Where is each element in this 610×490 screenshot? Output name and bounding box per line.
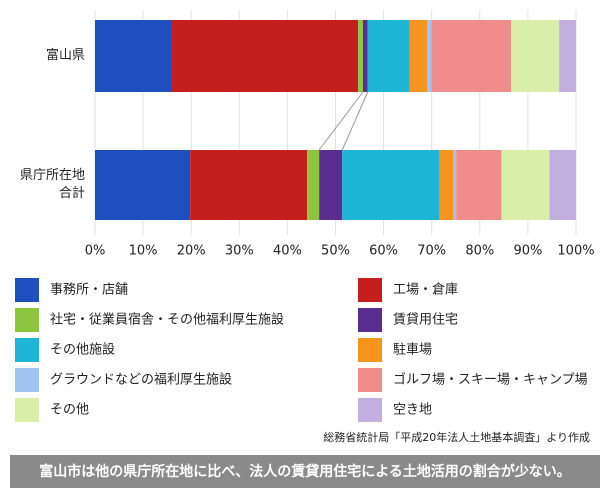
x-tick-label: 90%: [513, 244, 542, 259]
legend-label: グラウンドなどの福利厚生施設: [50, 372, 232, 388]
source-note: 総務省統計局「平成20年法人土地基本調査」より作成: [323, 430, 590, 444]
connector: [318, 91, 364, 151]
legend-label: 工場・倉庫: [393, 283, 458, 298]
x-tick-label: 50%: [321, 244, 350, 259]
bar-segment: [367, 20, 410, 92]
x-tick-label: 0%: [85, 244, 106, 259]
category-label: 県庁所在地 合計: [19, 168, 85, 201]
bar-segment: [431, 20, 512, 92]
bar-segment: [501, 150, 550, 220]
bar-segment: [409, 20, 428, 92]
legend-swatch: [15, 308, 39, 332]
legend-swatch: [358, 398, 382, 422]
x-tick-label: 60%: [369, 244, 398, 259]
legend-swatch: [15, 398, 39, 422]
x-tick-label: 70%: [417, 244, 446, 259]
x-tick-label: 40%: [273, 244, 302, 259]
legend-label: 駐車場: [393, 343, 432, 358]
bar-segment: [342, 150, 440, 220]
bar-segment: [511, 20, 560, 92]
legend-swatch: [15, 338, 39, 362]
bar-segment: [362, 20, 368, 92]
legend-label: 事務所・店舗: [50, 283, 128, 298]
legend-label: その他施設: [50, 342, 115, 358]
legend-swatch: [358, 368, 382, 392]
bar-segment: [358, 20, 363, 92]
bar-segment: [95, 150, 191, 220]
bar-segment: [456, 150, 502, 220]
x-tick-label: 20%: [177, 244, 206, 259]
conclusion: 富山市は他の県庁所在地に比べ、法人の賃貸用住宅による土地活用の割合が少ない。: [39, 463, 571, 480]
bar-segment: [307, 150, 320, 220]
legend-swatch: [358, 308, 382, 332]
bar-segment: [427, 20, 432, 92]
bar-segment: [549, 150, 576, 220]
legend-swatch: [15, 278, 39, 302]
bar-segment: [559, 20, 576, 92]
x-tick-label: 10%: [129, 244, 158, 259]
legend-label: 賃貸用住宅: [393, 312, 458, 328]
x-tick-label: 80%: [465, 244, 494, 259]
bar-segment: [439, 150, 454, 220]
bar-segment: [453, 150, 457, 220]
legend-label: その他: [50, 403, 89, 418]
legend-label: 空き地: [393, 403, 432, 418]
category-label: 富山県: [45, 48, 85, 63]
bar-segment: [190, 150, 308, 220]
x-tick-label: 30%: [225, 244, 254, 259]
banner: [10, 455, 600, 488]
x-tick-label: 100%: [557, 244, 594, 259]
connector: [341, 91, 369, 151]
bar-segment: [170, 20, 359, 92]
legend-swatch: [15, 368, 39, 392]
legend-swatch: [358, 338, 382, 362]
legend-label: ゴルフ場・スキー場・キャンプ場: [393, 372, 588, 388]
legend-swatch: [358, 278, 382, 302]
bar-segment: [95, 20, 171, 92]
legend-label: 社宅・従業員宿舎・その他福利厚生施設: [50, 312, 284, 328]
bar-segment: [319, 150, 343, 220]
